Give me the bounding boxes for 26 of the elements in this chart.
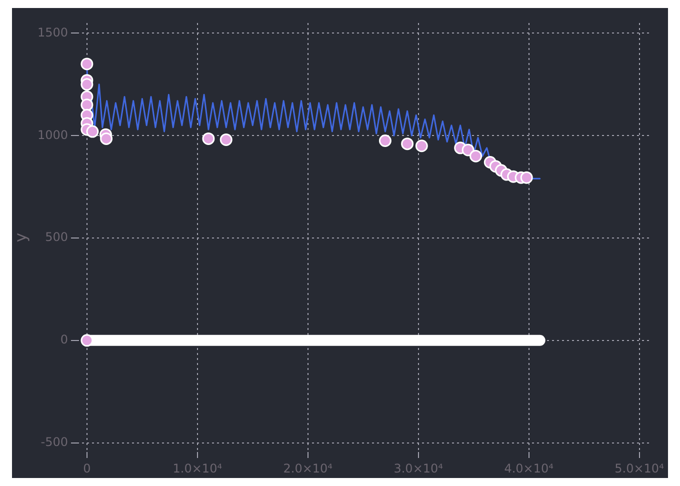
x-tick-label: 4.0×10⁴ xyxy=(504,461,554,476)
point xyxy=(80,58,94,70)
point xyxy=(100,132,113,145)
point xyxy=(520,171,533,184)
x-tick-label: 5.0×10⁴ xyxy=(614,461,664,476)
y-tick-label: 500 xyxy=(45,230,68,244)
point xyxy=(220,133,232,146)
point xyxy=(80,98,94,112)
point xyxy=(86,125,99,138)
y-tick-label: 1000 xyxy=(37,128,68,142)
x-tick-label: 0 xyxy=(83,461,91,476)
point xyxy=(80,334,94,347)
point xyxy=(80,78,94,91)
point xyxy=(401,138,414,150)
x-tick-label: 3.0×10⁴ xyxy=(394,461,444,476)
x-tick-label: 2.0×10⁴ xyxy=(283,461,333,476)
point xyxy=(415,140,428,152)
y-tick-label: 1500 xyxy=(37,25,68,40)
point xyxy=(378,134,392,147)
x-tick-label: 1.0×10⁴ xyxy=(172,461,222,476)
point xyxy=(202,132,215,145)
y-tick-label: 0 xyxy=(60,332,68,347)
point xyxy=(462,144,474,156)
y-axis-title: y xyxy=(10,232,30,242)
point xyxy=(470,150,482,162)
y-tick-label: -500 xyxy=(40,434,68,449)
